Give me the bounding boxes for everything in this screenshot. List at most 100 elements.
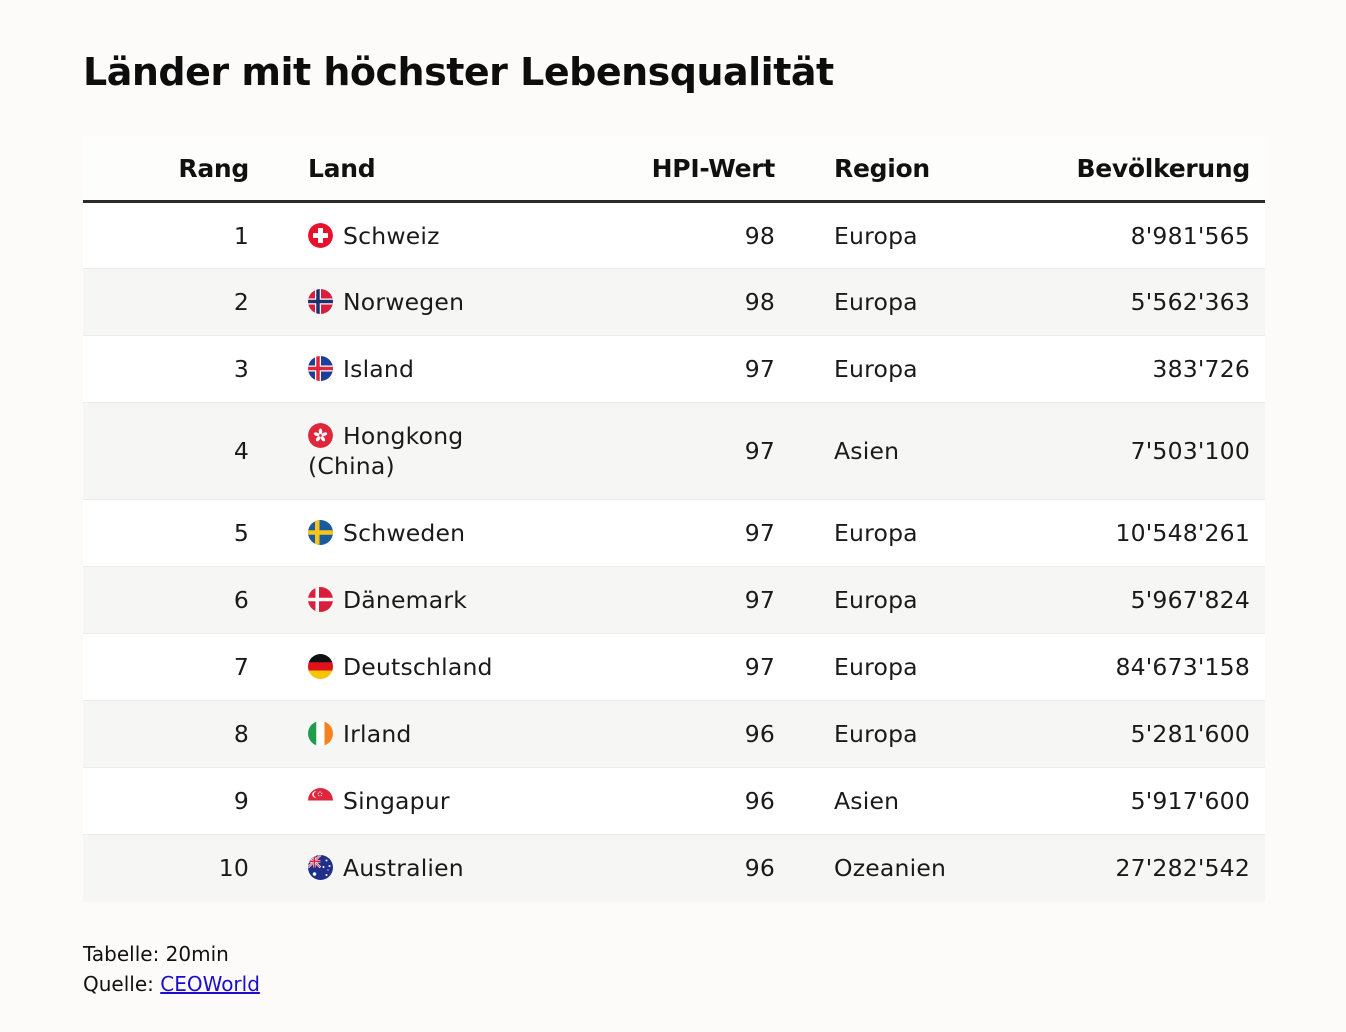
hpi-cell: 97 xyxy=(588,335,775,403)
country-name: Hongkong (China) xyxy=(308,422,464,480)
land-content: Schweden xyxy=(308,518,465,548)
population-cell: 5'917'600 xyxy=(1034,767,1265,835)
column-header-population[interactable]: Bevölkerung xyxy=(1034,136,1265,203)
norway-flag-icon xyxy=(308,289,333,314)
rank-cell: 10 xyxy=(83,834,249,902)
table-row: 10 Australien 96 Ozeanien 27'282'542 xyxy=(83,834,1265,902)
table-row: 5 Schweden 97 Europa 10'548'261 xyxy=(83,499,1265,567)
population-cell: 10'548'261 xyxy=(1034,499,1265,567)
country-name: Dänemark xyxy=(343,586,468,614)
hpi-cell: 98 xyxy=(588,268,775,336)
table-credit: Tabelle: 20min xyxy=(83,942,229,966)
population-cell: 8'981'565 xyxy=(1034,201,1265,269)
region-cell: Europa xyxy=(775,499,1034,567)
rank-cell: 5 xyxy=(83,499,249,567)
table-row: 8 Irland 96 Europa 5'281'600 xyxy=(83,700,1265,768)
hpi-cell: 98 xyxy=(588,201,775,269)
page-title: Länder mit höchster Lebensqualität xyxy=(83,50,834,94)
ranking-table: Rang Land HPI-Wert Region Bevölkerung 1 S… xyxy=(83,136,1265,902)
hpi-cell: 97 xyxy=(588,499,775,567)
region-cell: Asien xyxy=(775,402,1034,500)
rank-cell: 7 xyxy=(83,633,249,701)
land-cell: Singapur xyxy=(249,767,588,835)
table-row: 9 Singapur 96 Asien 5'917'600 xyxy=(83,767,1265,835)
country-name: Schweden xyxy=(343,519,466,547)
region-cell: Europa xyxy=(775,566,1034,634)
land-content: Hongkong (China) xyxy=(308,421,508,481)
population-cell: 84'673'158 xyxy=(1034,633,1265,701)
rank-cell: 1 xyxy=(83,201,249,269)
land-cell: Island xyxy=(249,335,588,403)
singapore-flag-icon xyxy=(308,788,333,813)
column-header-region[interactable]: Region xyxy=(775,136,1034,203)
land-cell: Hongkong (China) xyxy=(249,402,588,500)
table-row: 3 Island 97 Europa 383'726 xyxy=(83,335,1265,403)
table-row: 7 Deutschland 97 Europa 84'673'158 xyxy=(83,633,1265,701)
land-content: Norwegen xyxy=(308,287,464,317)
hong-kong-flag-icon xyxy=(308,423,333,448)
source-label: Quelle: xyxy=(83,972,161,996)
land-content: Schweiz xyxy=(308,221,440,251)
sweden-flag-icon xyxy=(308,520,333,545)
country-name: Irland xyxy=(343,720,412,748)
population-cell: 27'282'542 xyxy=(1034,834,1265,902)
column-header-land[interactable]: Land xyxy=(249,136,588,203)
rank-cell: 4 xyxy=(83,402,249,500)
country-name: Island xyxy=(343,355,415,383)
denmark-flag-icon xyxy=(308,587,333,612)
country-name: Australien xyxy=(343,854,464,883)
column-header-rank[interactable]: Rang xyxy=(83,136,249,203)
country-name: Norwegen xyxy=(343,288,465,316)
land-content: Island xyxy=(308,354,414,384)
country-name: Deutschland xyxy=(343,653,493,681)
table-row: 4 Hongkong (China) 97 Asien 7'503'100 xyxy=(83,402,1265,500)
country-name: Schweiz xyxy=(343,221,440,250)
region-cell: Ozeanien xyxy=(775,834,1034,902)
land-cell: Schweden xyxy=(249,499,588,567)
land-cell: Norwegen xyxy=(249,268,588,336)
germany-flag-icon xyxy=(308,654,333,679)
column-header-hpi[interactable]: HPI-Wert xyxy=(588,136,775,203)
region-cell: Europa xyxy=(775,201,1034,269)
population-cell: 5'562'363 xyxy=(1034,268,1265,336)
table-row: 6 Dänemark 97 Europa 5'967'824 xyxy=(83,566,1265,634)
rank-cell: 6 xyxy=(83,566,249,634)
country-name: Singapur xyxy=(343,787,450,815)
rank-cell: 9 xyxy=(83,767,249,835)
land-content: Deutschland xyxy=(308,652,493,682)
region-cell: Europa xyxy=(775,268,1034,336)
land-content: Australien xyxy=(308,853,464,883)
rank-cell: 8 xyxy=(83,700,249,768)
table-row: 1 Schweiz 98 Europa 8'981'565 xyxy=(83,201,1265,269)
table-row: 2 Norwegen 98 Europa 5'562'363 xyxy=(83,268,1265,336)
hpi-cell: 97 xyxy=(588,402,775,500)
land-cell: Dänemark xyxy=(249,566,588,634)
table-header-row: Rang Land HPI-Wert Region Bevölkerung xyxy=(83,136,1265,203)
switzerland-flag-icon xyxy=(308,222,333,248)
land-cell: Deutschland xyxy=(249,633,588,701)
land-cell: Schweiz xyxy=(249,201,588,269)
hpi-cell: 96 xyxy=(588,700,775,768)
region-cell: Europa xyxy=(775,633,1034,701)
hpi-cell: 96 xyxy=(588,767,775,835)
population-cell: 5'967'824 xyxy=(1034,566,1265,634)
australia-flag-icon xyxy=(308,855,333,881)
hpi-cell: 97 xyxy=(588,566,775,634)
land-content: Dänemark xyxy=(308,585,467,615)
hpi-cell: 96 xyxy=(588,834,775,902)
hpi-cell: 97 xyxy=(588,633,775,701)
source-link[interactable]: CEOWorld xyxy=(160,972,260,996)
region-cell: Europa xyxy=(775,700,1034,768)
population-cell: 383'726 xyxy=(1034,335,1265,403)
land-content: Singapur xyxy=(308,786,450,816)
land-cell: Australien xyxy=(249,834,588,902)
table-body: 1 Schweiz 98 Europa 8'981'565 2 Norwegen 98 Euro… xyxy=(83,201,1265,902)
region-cell: Asien xyxy=(775,767,1034,835)
population-cell: 7'503'100 xyxy=(1034,402,1265,500)
rank-cell: 2 xyxy=(83,268,249,336)
region-cell: Europa xyxy=(775,335,1034,403)
rank-cell: 3 xyxy=(83,335,249,403)
ireland-flag-icon xyxy=(308,721,333,746)
iceland-flag-icon xyxy=(308,356,333,381)
population-cell: 5'281'600 xyxy=(1034,700,1265,768)
